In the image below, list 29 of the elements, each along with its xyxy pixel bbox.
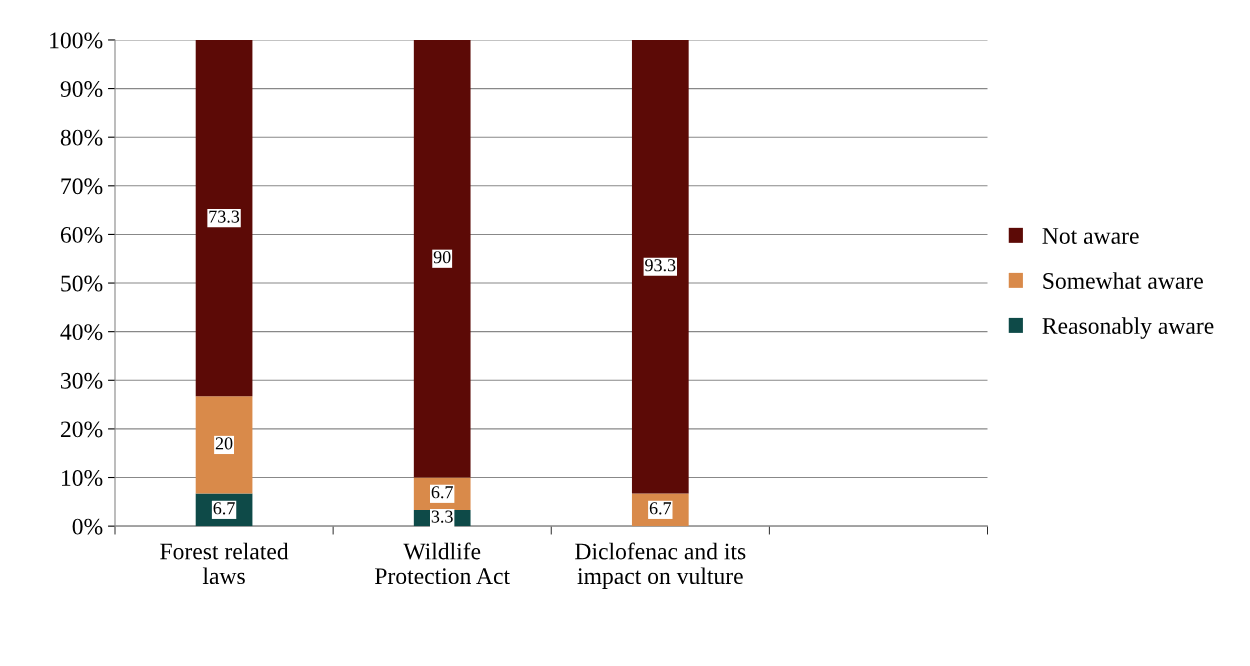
data-label: 6.7 <box>649 502 672 515</box>
x-tick-label: Diclofenac and its impact on vulture <box>575 542 746 589</box>
legend-label: Somewhat aware <box>1043 272 1203 289</box>
y-tick-label: 20% <box>60 421 103 438</box>
data-label: 73.3 <box>209 210 240 223</box>
bar <box>631 39 689 494</box>
bar <box>413 39 471 478</box>
y-tick-label: 100% <box>50 32 103 49</box>
y-tick-label: 60% <box>60 226 103 243</box>
data-label: 93.3 <box>645 259 676 272</box>
legend-label: Reasonably aware <box>1042 317 1214 339</box>
data-label: 20 <box>215 437 233 450</box>
y-tick-label: 0% <box>72 518 103 535</box>
y-tick-label: 30% <box>61 372 103 389</box>
data-label: 6.7 <box>213 502 235 515</box>
y-tick-label: 70% <box>61 178 103 195</box>
y-tick-label: 10% <box>61 470 103 487</box>
y-tick-label: 90% <box>60 81 103 98</box>
y-tick-label: 80% <box>60 129 103 146</box>
bar <box>195 396 253 494</box>
x-tick-label: Forest related laws <box>160 542 289 585</box>
y-tick-label: 40% <box>60 324 103 341</box>
data-label: 6.7 <box>431 486 453 499</box>
y-tick-label: 50% <box>61 275 103 292</box>
data-label: 3.3 <box>431 510 453 523</box>
x-tick-label: Wildlife Protection Act <box>374 542 510 585</box>
bar <box>195 39 253 397</box>
data-label: 90 <box>433 251 451 264</box>
legend-label: Not aware <box>1042 228 1139 244</box>
